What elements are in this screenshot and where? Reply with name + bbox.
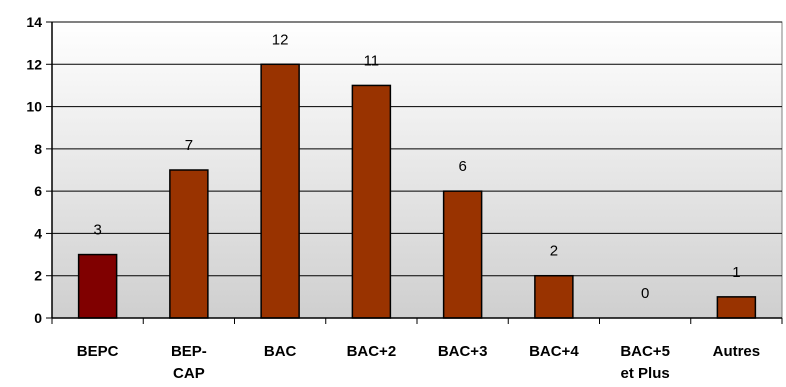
data-label: 0 xyxy=(641,285,649,302)
data-label: 7 xyxy=(185,137,193,154)
y-tick-label: 10 xyxy=(26,99,42,115)
category-label: BAC xyxy=(264,343,297,360)
plot-area xyxy=(51,21,783,319)
category-label: BAC+2 xyxy=(347,343,397,360)
y-tick-label: 12 xyxy=(26,56,42,72)
data-label: 1 xyxy=(732,264,740,281)
data-label: 12 xyxy=(272,31,289,48)
bar xyxy=(77,253,118,319)
bar xyxy=(534,274,574,319)
data-label: 11 xyxy=(364,52,380,69)
bar xyxy=(716,296,757,319)
data-label: 2 xyxy=(550,243,558,260)
category-label: et Plus xyxy=(621,365,670,382)
category-label: BAC+5 xyxy=(620,343,670,360)
data-label: 3 xyxy=(93,222,101,239)
y-tick-label: 8 xyxy=(34,141,42,157)
category-label: BEPC xyxy=(77,343,119,360)
bar xyxy=(442,190,483,319)
category-label: BEP- xyxy=(171,343,207,360)
bar xyxy=(169,169,209,319)
category-labels: BEPC BEP- CAP BAC BAC+2 BAC+3 BAC+4 BAC+5 et Plu… xyxy=(77,343,760,382)
data-labels: 3 7 12 11 6 2 0 1 xyxy=(93,31,740,302)
bars xyxy=(77,63,757,319)
category-label: Autres xyxy=(713,343,761,360)
bar xyxy=(260,63,300,319)
data-label: 6 xyxy=(458,158,466,175)
bar xyxy=(351,84,392,319)
category-label: CAP xyxy=(173,365,205,382)
y-tick-label: 14 xyxy=(26,14,42,30)
y-tick-label: 2 xyxy=(34,268,42,284)
y-tick-label: 4 xyxy=(34,225,42,241)
x-axis-ticks xyxy=(51,318,783,324)
y-tick-label: 0 xyxy=(34,310,42,326)
category-label: BAC+4 xyxy=(529,343,579,360)
category-label: BAC+3 xyxy=(438,343,488,360)
y-tick-label: 6 xyxy=(34,183,42,199)
y-axis-ticks: 0 2 4 6 8 10 12 14 xyxy=(26,14,52,326)
